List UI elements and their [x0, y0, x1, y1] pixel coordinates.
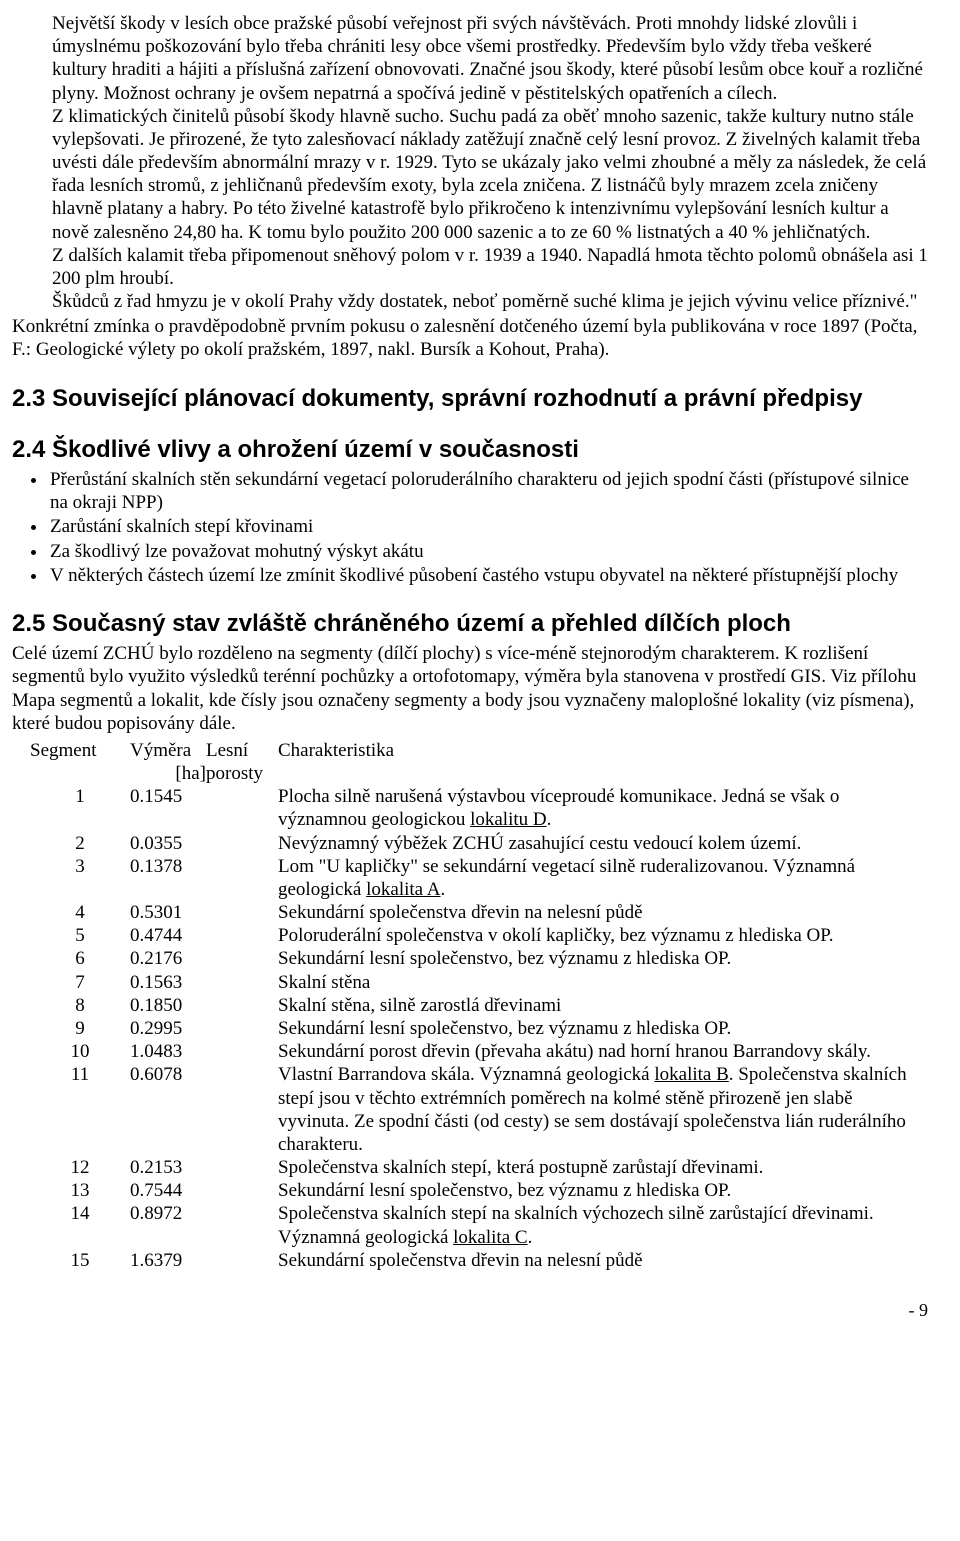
cell-segment: 7 [30, 971, 130, 994]
locality-link: lokalitu D [470, 809, 547, 830]
cell-segment: 13 [30, 1179, 130, 1202]
cell-area: 1.6379 [130, 1249, 206, 1272]
table-row: 110.6078 Vlastní Barrandova skála. Význam… [30, 1063, 928, 1156]
table-row: 90.2995 Sekundární lesní společenstvo, be… [30, 1017, 928, 1040]
segments-intro: Celé území ZCHÚ bylo rozděleno na segmen… [12, 642, 928, 735]
cell-characteristic: Společenstva skalních stepí, která postu… [278, 1156, 928, 1179]
heading-2-4: 2.4 Škodlivé vlivy a ohrožení území v so… [12, 435, 928, 464]
quoted-block: Největší škody v lesích obce pražské půs… [52, 12, 928, 313]
col-header-forest-1: Lesní [206, 739, 278, 762]
table-row: 20.0355 Nevýznamný výběžek ZCHÚ zasahujíc… [30, 832, 928, 855]
cell-characteristic: Nevýznamný výběžek ZCHÚ zasahující cestu… [278, 832, 928, 855]
table-row: 120.2153 Společenstva skalních stepí, kte… [30, 1156, 928, 1179]
col-header-forest: Lesní porosty [206, 739, 278, 785]
cell-area: 0.1563 [130, 971, 206, 994]
cell-segment: 9 [30, 1017, 130, 1040]
cell-segment: 3 [30, 855, 130, 878]
cell-segment: 4 [30, 901, 130, 924]
heading-2-5: 2.5 Současný stav zvláště chráněného úze… [12, 609, 928, 638]
page-number: - 9 [12, 1300, 928, 1322]
table-row: 151.6379 Sekundární společenstva dřevin n… [30, 1249, 928, 1272]
locality-link: lokalita B [654, 1064, 728, 1085]
quoted-p3: Z dalších kalamit třeba připomenout sněh… [52, 244, 928, 290]
cell-area: 0.6078 [130, 1063, 206, 1086]
cell-area: 0.8972 [130, 1202, 206, 1225]
col-header-area-2: [ha] [130, 762, 206, 785]
cell-area: 0.0355 [130, 832, 206, 855]
cell-characteristic: Skalní stěna [278, 971, 928, 994]
cell-area: 0.2176 [130, 947, 206, 970]
cell-characteristic: Sekundární lesní společenstvo, bez význa… [278, 1179, 928, 1202]
table-row: 30.1378 Lom "U kapličky" se sekundární ve… [30, 855, 928, 901]
cell-area: 0.1378 [130, 855, 206, 878]
col-header-segment: Segment [30, 739, 130, 762]
locality-link: lokalita C [453, 1227, 527, 1248]
table-row: 140.8972 Společenstva skalních stepí na s… [30, 1202, 928, 1248]
cell-characteristic: Lom "U kapličky" se sekundární vegetací … [278, 855, 928, 901]
cell-characteristic: Plocha silně narušená výstavbou víceprou… [278, 785, 928, 831]
segments-rows: 10.1545 Plocha silně narušená výstavbou v… [30, 785, 928, 1272]
page: Největší škody v lesích obce pražské půs… [0, 0, 960, 1342]
table-row: 60.2176 Sekundární lesní společenstvo, be… [30, 947, 928, 970]
cell-area: 0.7544 [130, 1179, 206, 1202]
col-header-area-1: Výměra [130, 739, 206, 762]
quoted-p4: Škůdců z řad hmyzu je v okolí Prahy vždy… [52, 290, 928, 313]
cell-characteristic: Vlastní Barrandova skála. Významná geolo… [278, 1063, 928, 1156]
heading-2-3: 2.3 Související plánovací dokumenty, spr… [12, 384, 928, 413]
cell-area: 0.1545 [130, 785, 206, 808]
cell-area: 0.5301 [130, 901, 206, 924]
cell-area: 0.2995 [130, 1017, 206, 1040]
col-header-forest-2: porosty [206, 762, 278, 785]
segments-header: Segment Výměra [ha] Lesní porosty Charak… [30, 739, 928, 785]
cell-characteristic: Sekundární společenstva dřevin na nelesn… [278, 901, 928, 924]
cell-segment: 2 [30, 832, 130, 855]
cell-characteristic: Sekundární lesní společenstvo, bez význa… [278, 947, 928, 970]
cell-characteristic: Společenstva skalních stepí na skalních … [278, 1202, 928, 1248]
cell-segment: 6 [30, 947, 130, 970]
quoted-p1: Největší škody v lesích obce pražské půs… [52, 12, 928, 105]
cell-segment: 14 [30, 1202, 130, 1225]
table-row: 70.1563 Skalní stěna [30, 971, 928, 994]
table-row: 80.1850 Skalní stěna, silně zarostlá dřev… [30, 994, 928, 1017]
cell-segment: 10 [30, 1040, 130, 1063]
after-quote: Konkrétní zmínka o pravděpodobně prvním … [12, 315, 928, 361]
segments-table: Segment Výměra [ha] Lesní porosty Charak… [30, 739, 928, 1272]
bullets-2-4: Přerůstání skalních stěn sekundární vege… [12, 468, 928, 587]
cell-segment: 1 [30, 785, 130, 808]
cell-characteristic: Skalní stěna, silně zarostlá dřevinami [278, 994, 928, 1017]
bullet-item: Zarůstání skalních stepí křovinami [48, 515, 928, 538]
cell-segment: 11 [30, 1063, 130, 1086]
table-row: 50.4744 Poloruderální společenstva v okol… [30, 924, 928, 947]
cell-characteristic: Poloruderální společenstva v okolí kapli… [278, 924, 928, 947]
table-row: 10.1545 Plocha silně narušená výstavbou v… [30, 785, 928, 831]
bullet-item: Za škodlivý lze považovat mohutný výskyt… [48, 540, 928, 563]
cell-characteristic: Sekundární porost dřevin (převaha akátu)… [278, 1040, 928, 1063]
cell-characteristic: Sekundární lesní společenstvo, bez význa… [278, 1017, 928, 1040]
table-row: 130.7544 Sekundární lesní společenstvo, b… [30, 1179, 928, 1202]
table-row: 101.0483 Sekundární porost dřevin (převah… [30, 1040, 928, 1063]
cell-area: 0.4744 [130, 924, 206, 947]
bullet-item: Přerůstání skalních stěn sekundární vege… [48, 468, 928, 514]
cell-characteristic: Sekundární společenstva dřevin na nelesn… [278, 1249, 928, 1272]
bullet-item: V některých částech území lze zmínit ško… [48, 564, 928, 587]
cell-segment: 15 [30, 1249, 130, 1272]
col-header-char: Charakteristika [278, 739, 928, 762]
cell-segment: 5 [30, 924, 130, 947]
cell-segment: 8 [30, 994, 130, 1017]
quoted-p2: Z klimatických činitelů působí škody hla… [52, 105, 928, 244]
locality-link: lokalita A [366, 879, 440, 900]
table-row: 40.5301 Sekundární společenstva dřevin na… [30, 901, 928, 924]
cell-area: 0.1850 [130, 994, 206, 1017]
cell-area: 1.0483 [130, 1040, 206, 1063]
cell-area: 0.2153 [130, 1156, 206, 1179]
cell-segment: 12 [30, 1156, 130, 1179]
col-header-area: Výměra [ha] [130, 739, 206, 785]
